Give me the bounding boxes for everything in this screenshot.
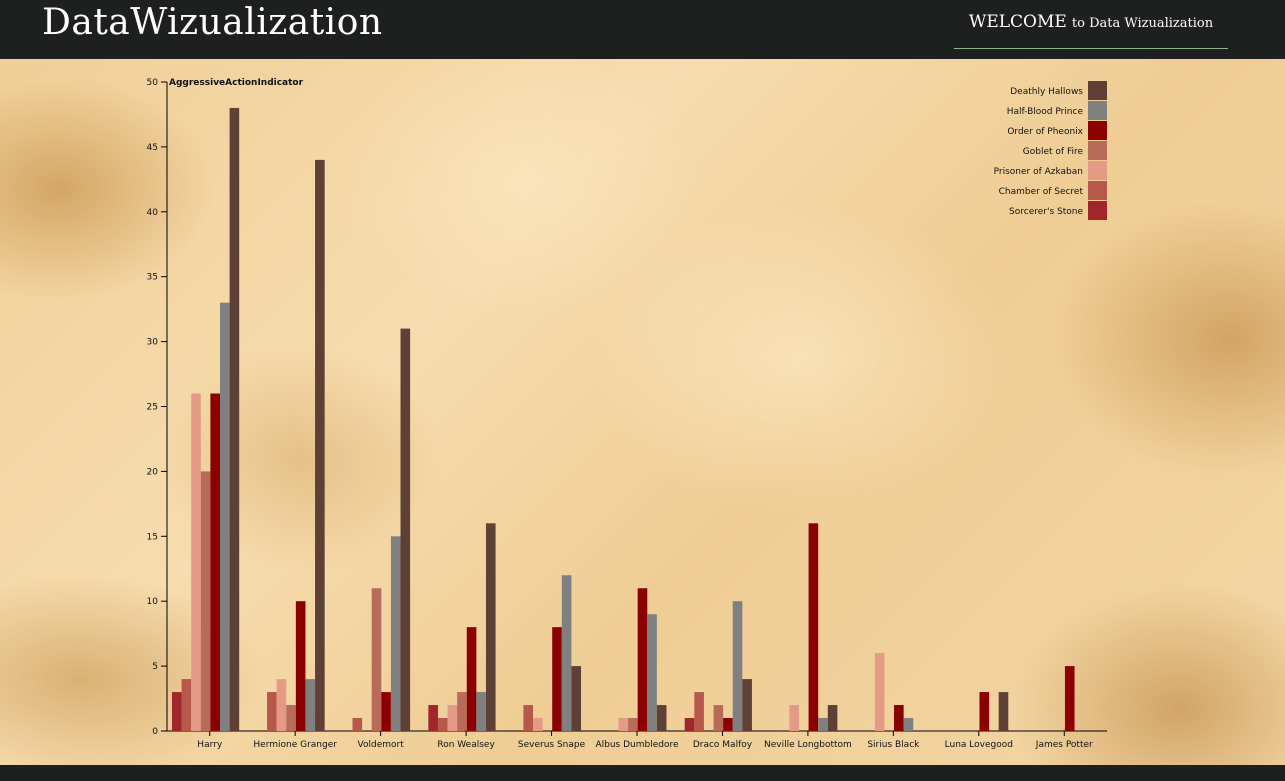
- x-tick-label: Neville Longbottom: [764, 740, 852, 750]
- bar[interactable]: [694, 692, 704, 731]
- x-tick-label: Albus Dumbledore: [595, 740, 678, 750]
- bar[interactable]: [485, 523, 496, 731]
- x-tick-label: Sirius Black: [867, 740, 920, 750]
- legend-swatch: [1088, 121, 1107, 140]
- bar[interactable]: [723, 718, 733, 731]
- y-tick-label: 40: [147, 208, 159, 218]
- legend-swatch: [1088, 81, 1107, 100]
- legend-label: Goblet of Fire: [1023, 147, 1084, 157]
- legend-label: Order of Pheonix: [1007, 127, 1083, 137]
- x-tick-label: Voldemort: [358, 740, 405, 750]
- bar[interactable]: [818, 718, 828, 731]
- bar[interactable]: [286, 705, 296, 731]
- bar[interactable]: [229, 107, 240, 731]
- x-tick-label: Hermione Granger: [253, 740, 337, 750]
- legend-swatch: [1088, 201, 1107, 220]
- bar[interactable]: [476, 692, 486, 731]
- chart-legend: Deathly Hallows Half-Blood Prince Order of…: [994, 81, 1107, 220]
- legend-label: Half-Blood Prince: [1007, 107, 1084, 117]
- legend-label: Sorcerer's Stone: [1009, 207, 1083, 217]
- bar[interactable]: [466, 627, 477, 731]
- bar[interactable]: [352, 718, 363, 731]
- bar[interactable]: [181, 679, 192, 731]
- bar[interactable]: [428, 705, 438, 731]
- bar[interactable]: [894, 705, 904, 731]
- bar[interactable]: [220, 302, 230, 731]
- bar[interactable]: [742, 679, 752, 731]
- bar[interactable]: [1064, 666, 1075, 731]
- y-axis: 0 5 10 15 20 25 30 35 40 45 50: [147, 78, 168, 737]
- bar[interactable]: [732, 601, 743, 731]
- bar[interactable]: [979, 692, 990, 731]
- bar[interactable]: [210, 393, 220, 731]
- bar[interactable]: [200, 471, 211, 731]
- bar[interactable]: [437, 718, 448, 731]
- bar[interactable]: [684, 718, 695, 731]
- y-tick-label: 0: [152, 727, 158, 737]
- bar[interactable]: [191, 393, 201, 731]
- bar[interactable]: [903, 718, 914, 731]
- legend-label: Deathly Hallows: [1010, 87, 1083, 97]
- x-tick-label: Ron Wealsey: [437, 740, 495, 750]
- legend-swatch: [1088, 181, 1107, 200]
- legend-swatch: [1088, 161, 1107, 180]
- welcome-title: WELCOME: [968, 12, 1067, 32]
- bar[interactable]: [400, 328, 411, 731]
- y-tick-label: 20: [147, 467, 159, 477]
- bar[interactable]: [713, 705, 724, 731]
- bar[interactable]: [618, 718, 629, 731]
- bar[interactable]: [267, 692, 277, 731]
- y-tick-label: 30: [147, 338, 159, 348]
- legend-label: Prisoner of Azkaban: [994, 167, 1083, 177]
- y-axis-label: AggressiveActionIndicator: [169, 78, 304, 88]
- bar[interactable]: [628, 718, 638, 731]
- x-axis: Harry Hermione Granger Voldemort Ron Wealse…: [167, 730, 1107, 750]
- bar[interactable]: [295, 601, 306, 731]
- bar[interactable]: [457, 692, 467, 731]
- welcome-subtitle: to Data Wizualization: [1071, 16, 1214, 31]
- bar-series-group: [172, 107, 1075, 731]
- y-tick-label: 50: [147, 78, 159, 88]
- bar[interactable]: [305, 679, 316, 731]
- bar[interactable]: [998, 692, 1009, 731]
- x-tick-label: James Potter: [1035, 740, 1093, 750]
- brand-logo-text[interactable]: DataWizualization: [42, 2, 383, 43]
- bar[interactable]: [381, 692, 391, 731]
- welcome-banner: WELCOME to Data Wizualization: [954, 12, 1228, 49]
- legend-swatch: [1088, 101, 1107, 120]
- bar[interactable]: [637, 588, 648, 731]
- legend-swatch: [1088, 141, 1107, 160]
- bar[interactable]: [647, 614, 657, 731]
- y-tick-label: 15: [147, 532, 158, 542]
- bar[interactable]: [808, 523, 819, 731]
- bar[interactable]: [533, 718, 543, 731]
- bar[interactable]: [172, 692, 182, 731]
- y-tick-label: 25: [147, 403, 158, 413]
- bar[interactable]: [789, 705, 799, 731]
- top-navbar: DataWizualization WELCOME to Data Wizual…: [0, 0, 1285, 59]
- bar[interactable]: [874, 653, 885, 731]
- y-tick-label: 45: [147, 143, 158, 153]
- bar[interactable]: [561, 575, 572, 731]
- y-tick-label: 35: [147, 273, 158, 283]
- bar[interactable]: [447, 705, 458, 731]
- x-tick-label: Harry: [197, 740, 223, 750]
- bar[interactable]: [276, 679, 287, 731]
- bar[interactable]: [390, 536, 401, 731]
- bar[interactable]: [571, 666, 582, 731]
- bar[interactable]: [656, 705, 667, 731]
- x-tick-label: Luna Lovegood: [945, 740, 1013, 750]
- bar[interactable]: [315, 159, 325, 731]
- footer-bar: [0, 765, 1285, 781]
- bar[interactable]: [523, 705, 534, 731]
- x-tick-label: Draco Malfoy: [693, 740, 753, 750]
- legend-label: Chamber of Secret: [999, 187, 1084, 197]
- bar[interactable]: [827, 705, 838, 731]
- y-tick-label: 5: [152, 662, 158, 672]
- x-tick-label: Severus Snape: [518, 740, 586, 750]
- y-tick-label: 10: [147, 597, 159, 607]
- bar[interactable]: [371, 588, 382, 731]
- bar[interactable]: [552, 627, 562, 731]
